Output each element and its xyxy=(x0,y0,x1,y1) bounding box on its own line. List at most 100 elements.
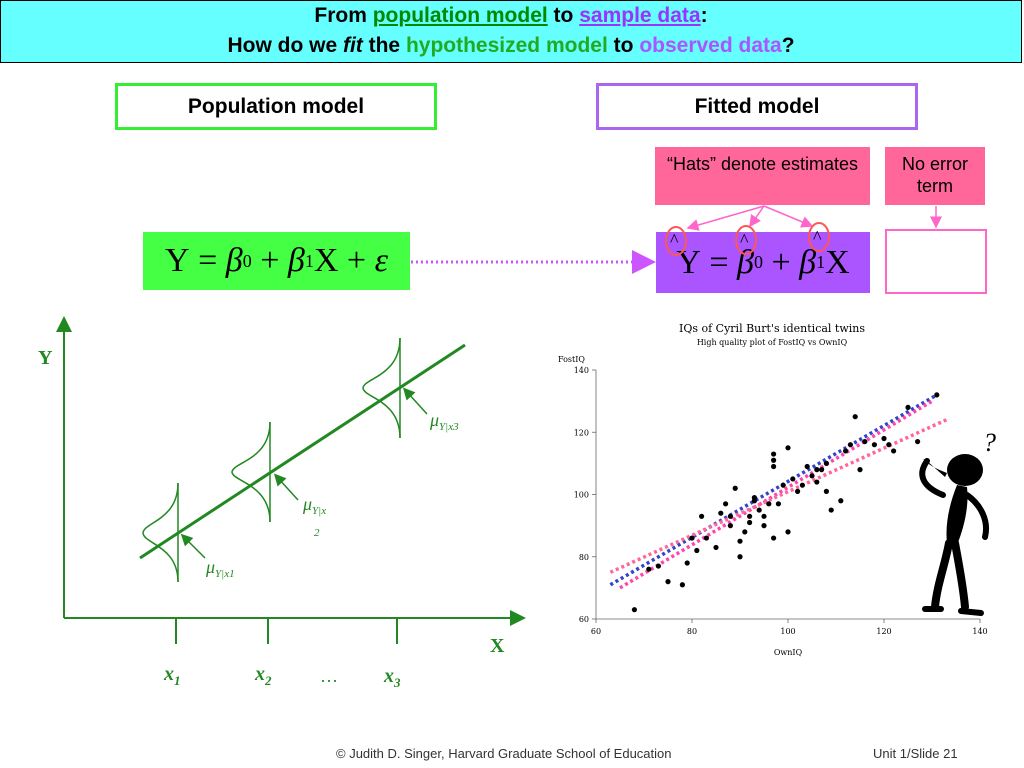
thinking-figure-icon: ? xyxy=(919,428,996,616)
mu1-arrow xyxy=(180,533,206,559)
chart-title: IQs of Cyril Burt's identical twins xyxy=(679,322,865,335)
data-point xyxy=(646,566,652,572)
data-point xyxy=(713,544,719,551)
hat-arrow-3 xyxy=(763,205,814,228)
data-point xyxy=(747,519,753,526)
hat-highlights xyxy=(665,222,830,256)
data-point xyxy=(862,438,868,445)
hat-arrow-1 xyxy=(686,205,765,231)
data-point xyxy=(737,538,743,544)
svg-text:?: ? xyxy=(983,428,996,457)
title-population-model: population model xyxy=(372,4,548,27)
data-point xyxy=(679,582,685,588)
regression-line xyxy=(139,343,466,560)
scatter-chart: IQs of Cyril Burt's identical twins High… xyxy=(558,322,988,657)
data-point xyxy=(737,554,743,560)
title-text: : xyxy=(700,4,708,27)
title-fit: fit xyxy=(342,34,363,57)
data-point xyxy=(771,451,777,457)
x-axis-title: OwnIQ xyxy=(774,648,803,657)
svg-text:^: ^ xyxy=(813,227,822,247)
svg-text:^: ^ xyxy=(670,230,679,250)
data-point xyxy=(766,501,772,507)
title-line-2: How do we fit the hypothesized model to … xyxy=(1,31,1021,61)
data-point xyxy=(819,467,825,473)
data-point xyxy=(775,501,781,507)
data-point xyxy=(732,485,738,491)
mu2-label-sub: 2 xyxy=(314,527,320,539)
chart-subtitle: High quality plot of FostIQ vs OwnIQ xyxy=(697,338,848,347)
data-point xyxy=(723,501,729,507)
x2-label: x2 xyxy=(254,663,272,688)
data-point xyxy=(804,463,810,470)
data-point xyxy=(847,442,853,448)
title-text: ? xyxy=(781,34,795,57)
data-point xyxy=(814,479,820,485)
data-point xyxy=(742,529,748,535)
title-text: the xyxy=(362,34,406,57)
title-text: From xyxy=(314,4,373,27)
hat-glyphs: ^ ^ ^ xyxy=(670,227,822,250)
mu3-label: μY|x3 xyxy=(429,410,459,433)
x-tick-label: 60 xyxy=(591,627,601,636)
data-point xyxy=(694,547,700,554)
data-point xyxy=(689,535,695,541)
data-point xyxy=(795,488,801,494)
data-point xyxy=(727,513,733,519)
y-tick-label: 120 xyxy=(574,428,589,437)
fitted-model-box: Fitted model xyxy=(596,83,918,130)
title-sample-data: sample data xyxy=(579,4,701,27)
title-hypothesized-model: hypothesized model xyxy=(405,34,608,57)
data-point xyxy=(655,563,661,569)
data-point xyxy=(718,510,724,516)
fit-line-1 xyxy=(609,393,938,587)
x-tick-label: 120 xyxy=(876,627,891,636)
y-tick-label: 80 xyxy=(579,553,589,562)
fit-line-3 xyxy=(609,418,948,574)
data-point xyxy=(751,495,757,501)
data-point xyxy=(799,482,805,488)
data-point xyxy=(843,448,849,454)
hats-note: “Hats” denote estimates xyxy=(655,147,870,205)
normal-curves xyxy=(142,337,401,583)
population-model-box: Population model xyxy=(115,83,437,130)
data-point xyxy=(934,392,940,398)
data-point xyxy=(857,467,863,473)
mu2-arrow xyxy=(273,473,299,501)
fit-line-2 xyxy=(619,399,933,590)
data-point xyxy=(631,607,637,613)
data-point xyxy=(823,488,829,494)
footer-copyright: © Judith D. Singer, Harvard Graduate Sch… xyxy=(336,746,672,761)
data-point xyxy=(684,560,690,566)
title-text: to xyxy=(607,34,640,57)
ellipsis: … xyxy=(320,666,338,686)
data-point xyxy=(785,445,791,451)
mu3-arrow xyxy=(402,387,428,415)
data-point xyxy=(809,473,815,479)
data-points xyxy=(631,392,940,613)
data-point xyxy=(828,507,834,513)
data-point xyxy=(838,498,844,504)
svg-text:^: ^ xyxy=(740,230,749,250)
data-point xyxy=(761,523,767,529)
data-point xyxy=(761,513,767,519)
data-point xyxy=(747,513,753,519)
x-tick-label: 80 xyxy=(687,627,697,636)
mu2-label: μY|x xyxy=(302,494,326,517)
data-point xyxy=(790,476,796,482)
data-point xyxy=(771,463,777,470)
data-point xyxy=(871,442,877,448)
fit-lines xyxy=(609,393,948,590)
x-axis-label: X xyxy=(490,635,505,657)
x-tick-label: 100 xyxy=(780,627,795,636)
empty-error-term-box xyxy=(885,229,987,294)
data-point xyxy=(891,448,897,454)
data-point xyxy=(814,467,820,473)
data-point xyxy=(905,404,911,410)
data-point xyxy=(785,529,791,535)
footer-slide-number: Unit 1/Slide 21 xyxy=(873,746,958,761)
x1-label: x1 xyxy=(163,663,181,688)
y-axis-title: FostIQ xyxy=(558,355,585,364)
title-observed-data: observed data xyxy=(639,34,782,57)
